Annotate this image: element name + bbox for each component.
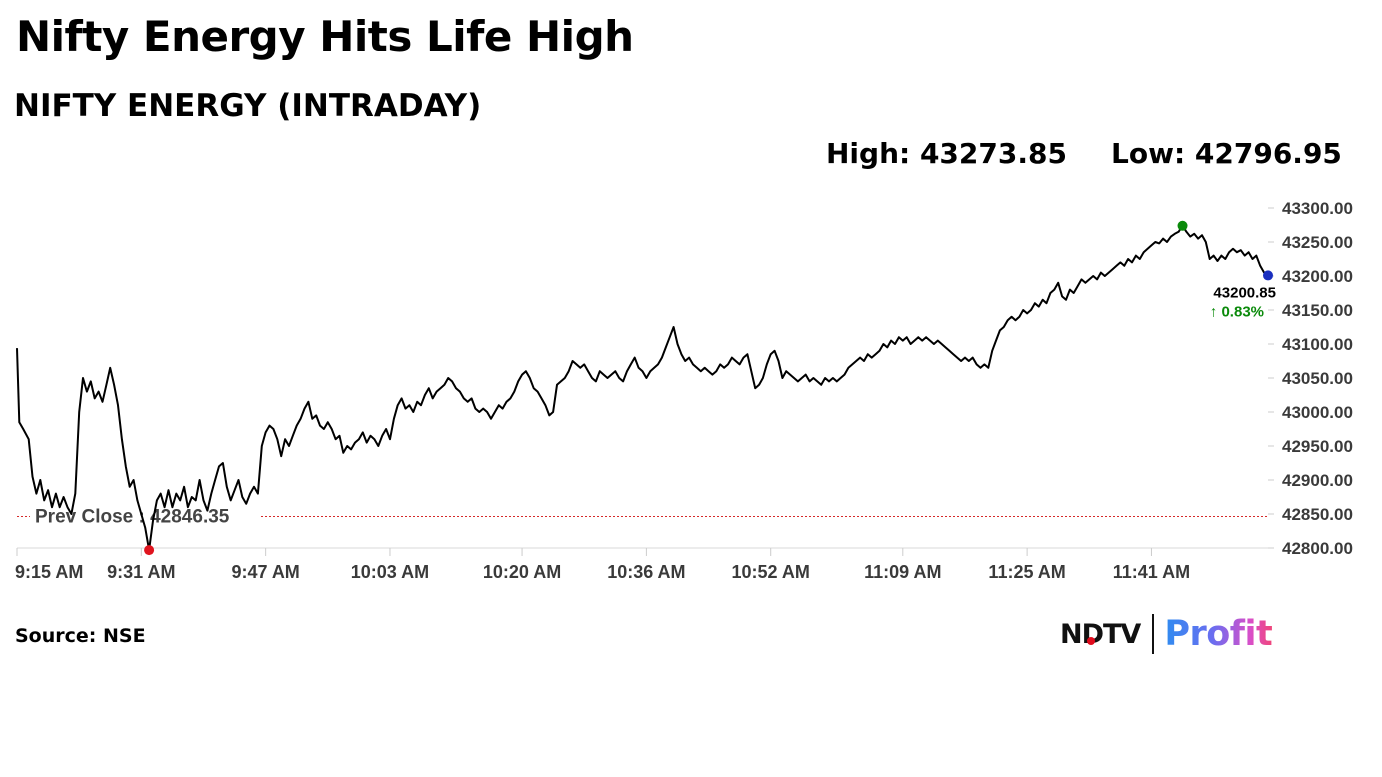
markers-group: 43200.85 ↑ 0.83% — [144, 220, 1276, 556]
logo-ndtv-word: NDTV — [1060, 618, 1141, 650]
intraday-line-chart: 43300.00 43250.00 43200.00 43150.00 43100.00… — [15, 199, 1353, 582]
y-tick-label: 43300.00 — [1282, 199, 1353, 218]
y-tick-label: 43050.00 — [1282, 369, 1353, 388]
y-tick-label: 43000.00 — [1282, 403, 1353, 422]
last-price-marker — [1263, 270, 1273, 281]
prev-close-label: Prev Close : 42846.35 — [35, 506, 230, 527]
x-tick-label: 10:52 AM — [732, 562, 810, 582]
day-high-label: High: 43273.85 — [826, 137, 1067, 170]
x-axis: 9:15 AM 9:31 AM 9:47 AM 10:03 AM 10:20 AM 10:… — [15, 547, 1268, 582]
chart-subtitle: NIFTY ENERGY (INTRADAY) — [14, 88, 482, 124]
chart-title: Nifty Energy Hits Life High — [16, 12, 634, 61]
logo-red-dot — [1087, 636, 1095, 645]
day-low-label: Low: 42796.95 — [1111, 137, 1342, 170]
prev-close-group: Prev Close : 42846.35 — [17, 502, 1268, 529]
high-marker — [1177, 220, 1188, 231]
logo-ndtv-text: NDTV — [1060, 618, 1141, 650]
x-tick-label: 10:36 AM — [607, 562, 685, 582]
source-note: Source: NSE — [15, 625, 146, 647]
y-tick-label: 42800.00 — [1282, 539, 1353, 558]
y-axis-ticks: 43300.00 43250.00 43200.00 43150.00 43100.00… — [1268, 199, 1353, 558]
x-tick-label: 11:25 AM — [988, 562, 1065, 582]
last-price-label: 43200.85 — [1213, 284, 1276, 301]
x-tick-label: 11:41 AM — [1113, 562, 1190, 582]
series-line — [16, 224, 1269, 551]
x-tick-label: 9:47 AM — [231, 562, 299, 582]
ndtv-profit-logo: NDTV Profit — [1060, 612, 1273, 656]
series-group — [16, 224, 1269, 551]
x-tick-label: 11:09 AM — [864, 562, 941, 582]
x-tick-label: 10:03 AM — [351, 562, 429, 582]
x-tick-label: 9:31 AM — [107, 562, 175, 582]
x-tick-label: 9:15 AM — [15, 562, 83, 582]
y-tick-label: 43200.00 — [1282, 267, 1353, 286]
y-tick-label: 43100.00 — [1282, 335, 1353, 354]
y-tick-label: 42950.00 — [1282, 437, 1353, 456]
x-tick-label: 10:20 AM — [483, 562, 561, 582]
y-tick-label: 43150.00 — [1282, 301, 1353, 320]
y-tick-label: 42900.00 — [1282, 471, 1353, 490]
logo-profit-word: Profit — [1164, 614, 1273, 654]
logo-divider — [1152, 614, 1155, 654]
last-change-label: ↑ 0.83% — [1210, 303, 1264, 320]
y-tick-label: 42850.00 — [1282, 505, 1353, 524]
low-marker — [144, 545, 155, 556]
y-tick-label: 43250.00 — [1282, 233, 1353, 252]
